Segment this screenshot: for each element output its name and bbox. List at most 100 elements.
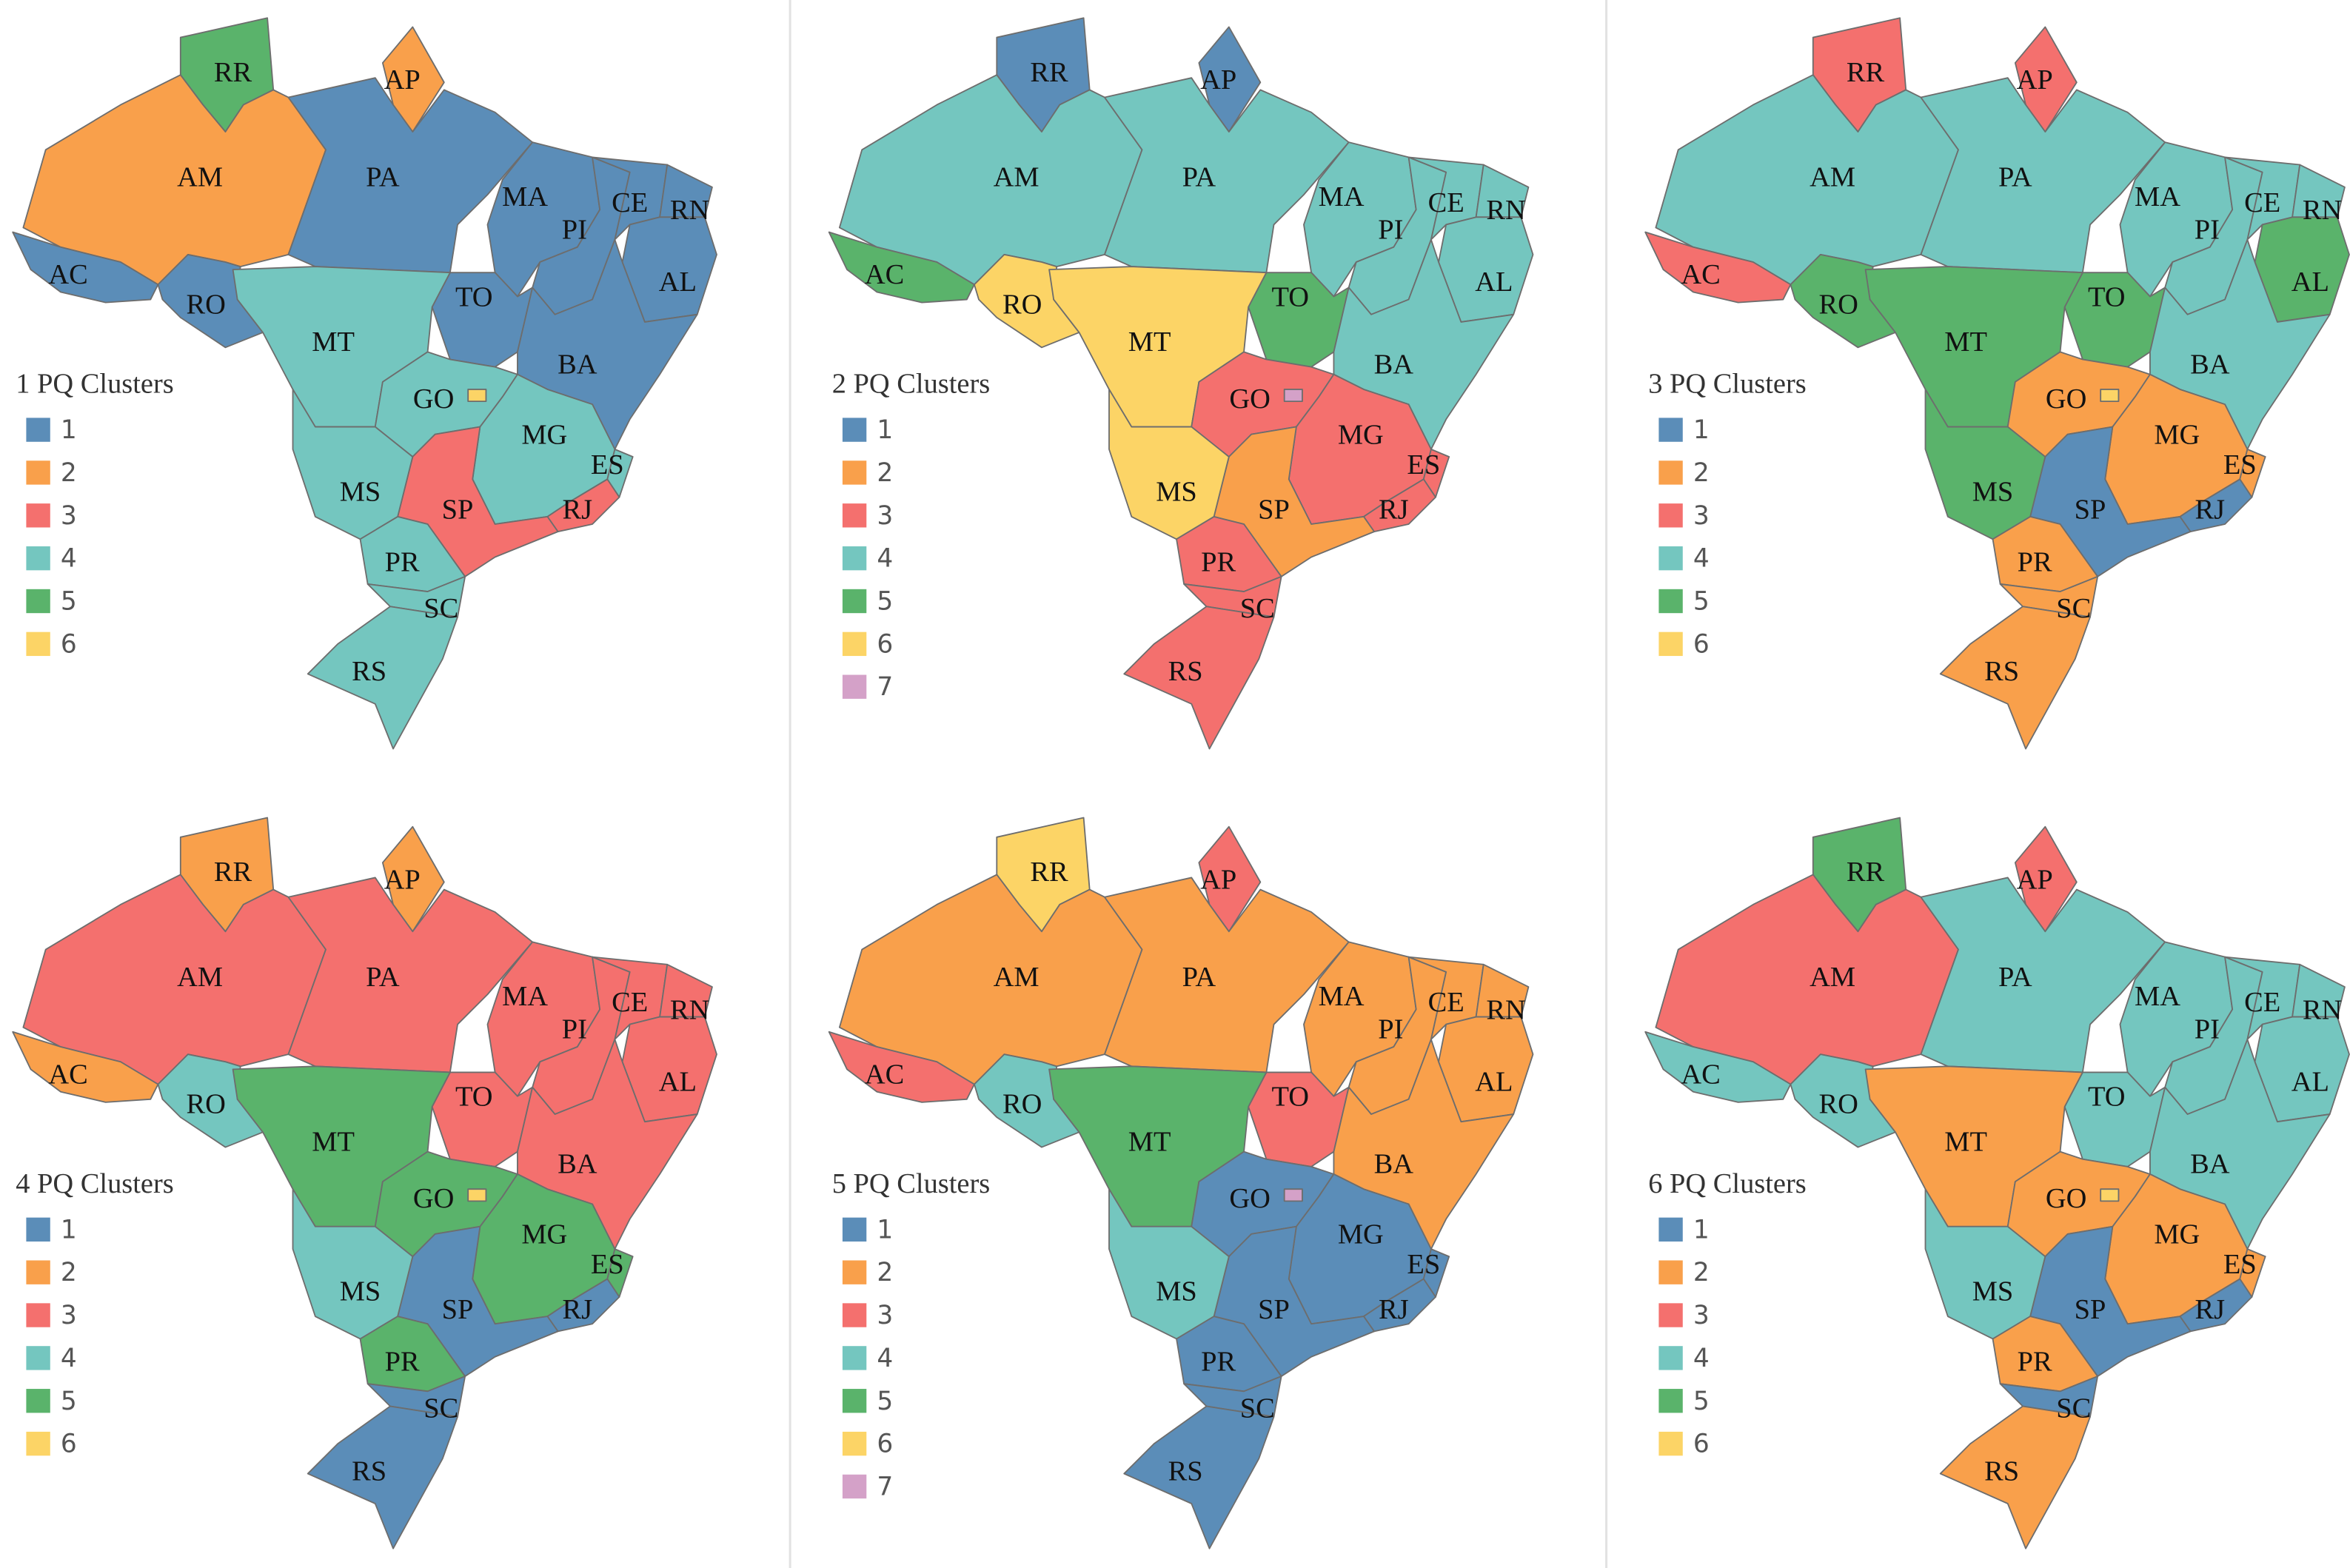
state-label: RJ [1379, 1294, 1409, 1325]
state-label: RO [1818, 1089, 1858, 1120]
legend-swatch [842, 1303, 867, 1327]
state-label: GO [1229, 383, 1271, 415]
map-panel: RR AP AM AC RO PA MA PI CE RN AL TO BA MT GO MG ES RJ SP MS… [1644, 817, 2350, 1549]
state-label: RS [1984, 1455, 2019, 1487]
state-label: SC [2056, 593, 2091, 624]
state-label: RR [1847, 57, 1885, 88]
state-region [287, 877, 534, 1073]
state-label: AL [659, 1066, 697, 1097]
legend-label: 6 [877, 1430, 893, 1459]
state-label: ES [2223, 1249, 2257, 1280]
legend-swatch [1658, 1389, 1683, 1413]
legend-swatch [842, 631, 867, 657]
state-label: ES [1407, 449, 1440, 480]
state-label: RJ [2195, 1294, 2226, 1325]
legend-label: 6 [1693, 629, 1710, 659]
legend-title: 4 PQ Clusters [16, 1168, 173, 1199]
legend-label: 2 [1693, 1258, 1710, 1287]
state-label: RO [186, 1089, 225, 1120]
state-label: MS [1156, 1276, 1197, 1307]
legend-label: 4 [1693, 1344, 1710, 1373]
map-panel: RR AP AM AC RO PA MA PI CE RN AL TO BA MT GO MG ES RJ SP MS… [828, 817, 1534, 1549]
state-region [1104, 77, 1350, 274]
state-region [467, 389, 487, 403]
state-label: PR [2018, 1347, 2052, 1378]
legend-label: 2 [61, 1258, 77, 1287]
map-panel: RR AP AM AC RO PA MA PI CE RN AL TO BA MT GO MG ES RJ SP MS… [12, 817, 717, 1549]
state-label: BA [1374, 1149, 1414, 1180]
legend-swatch [1658, 503, 1683, 528]
state-region [1123, 606, 1275, 750]
state-label: PR [1201, 1347, 1236, 1378]
state-region [1198, 825, 1262, 933]
state-label: BA [1374, 349, 1414, 380]
legend-label: 2 [61, 458, 77, 488]
state-label: AL [1475, 267, 1513, 298]
state-label: AC [48, 1059, 87, 1090]
state-label: RO [1002, 289, 1042, 321]
legend-swatch [26, 1431, 50, 1456]
state-label: MG [521, 1219, 567, 1250]
state-label: RO [1002, 1089, 1042, 1120]
legend-label: 4 [61, 544, 77, 574]
state-region [1283, 1188, 1303, 1202]
state-label: RN [2303, 195, 2342, 226]
legend-label: 4 [61, 1344, 77, 1373]
state-label: CE [612, 187, 648, 218]
state-label: MG [2154, 1219, 2200, 1250]
state-region [1920, 877, 2166, 1073]
state-region [1283, 389, 1303, 403]
state-label: TO [2088, 281, 2126, 312]
map-panel: RR AP AM AC RO PA MA PI CE RN AL TO BA MT GO MG ES RJ SP MS… [12, 17, 717, 750]
state-label: CE [1428, 187, 1464, 218]
state-label: PI [562, 1014, 587, 1045]
state-label: AL [2292, 267, 2329, 298]
state-region [1644, 231, 1792, 304]
legend-label: 1 [61, 1215, 77, 1244]
state-label: MT [1944, 326, 1987, 358]
state-region [381, 825, 445, 933]
state-label: SP [1258, 495, 1290, 526]
state-label: AC [48, 259, 87, 290]
legend-swatch [1658, 589, 1683, 614]
legend-swatch [26, 631, 50, 657]
state-region [366, 575, 466, 618]
state-label: PA [1998, 162, 2032, 193]
legend-label: 7 [877, 1472, 893, 1501]
legend-swatch [1658, 1431, 1683, 1456]
state-label: BA [558, 349, 597, 380]
state-label: TO [455, 1082, 493, 1113]
legend-swatch [842, 503, 867, 528]
state-label: MS [1972, 1276, 2014, 1307]
state-label: PA [1998, 962, 2032, 993]
state-region [467, 1188, 487, 1202]
legend-swatch [842, 589, 867, 614]
state-label: MT [312, 326, 355, 358]
state-label: RS [1984, 656, 2019, 687]
state-label: PR [2018, 546, 2052, 577]
legend-swatch [842, 1217, 867, 1242]
legend-swatch [26, 589, 50, 614]
state-label: RR [1030, 57, 1068, 88]
legend-label: 2 [1693, 458, 1710, 488]
state-label: TO [1271, 281, 1309, 312]
legend-title: 1 PQ Clusters [16, 369, 173, 400]
legend-swatch [26, 460, 50, 485]
legend-swatch [1658, 1217, 1683, 1242]
state-label: MG [1338, 420, 1384, 451]
state-label: CE [2244, 987, 2280, 1018]
legend-swatch [842, 1260, 867, 1284]
legend-label: 3 [877, 1301, 893, 1330]
state-region [12, 231, 159, 304]
state-label: GO [413, 1183, 454, 1214]
state-label: AP [2017, 864, 2053, 895]
legend-swatch [842, 460, 867, 485]
state-label: SP [2075, 1294, 2106, 1325]
legend-swatch [26, 1346, 50, 1370]
state-label: ES [2223, 449, 2257, 480]
legend-swatch [1658, 546, 1683, 571]
legend-label: 1 [877, 415, 893, 445]
legend-label: 6 [1693, 1430, 1710, 1459]
state-label: AL [659, 267, 697, 298]
